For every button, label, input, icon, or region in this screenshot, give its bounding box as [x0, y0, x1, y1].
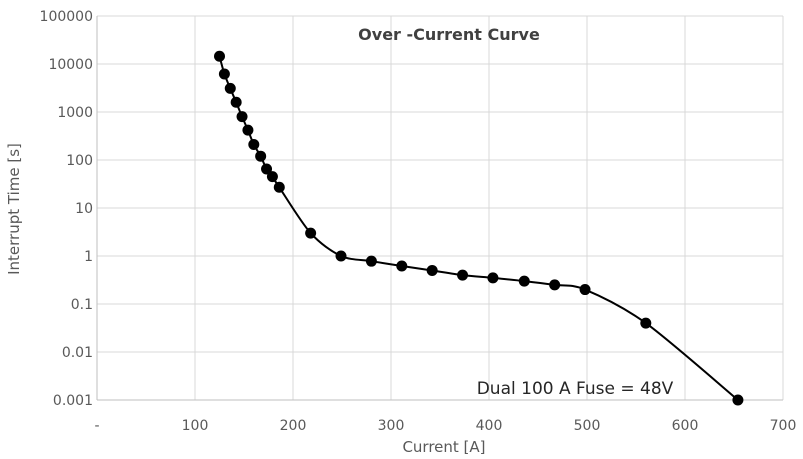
data-point: [266, 171, 278, 183]
x-tick-label: 700: [770, 418, 797, 434]
data-point: [549, 279, 561, 291]
data-point: [248, 139, 260, 151]
data-point: [224, 82, 236, 94]
series-line: [218, 55, 739, 401]
x-tick-label: 100: [182, 418, 209, 434]
y-tick-label: 1: [84, 249, 93, 265]
data-point: [273, 181, 285, 193]
data-point: [335, 250, 347, 262]
y-tick-label: 100000: [40, 9, 93, 25]
x-tick-label: 400: [476, 418, 503, 434]
y-tick-label: 10: [75, 201, 93, 217]
data-points: [214, 50, 744, 406]
y-tick-label: 10000: [48, 57, 93, 73]
axes: - 100 200 300 400 500 600 700 0.001 0.01 0.1 1 10 100…: [40, 9, 797, 434]
data-point: [218, 68, 230, 80]
y-tick-label: 0.001: [53, 393, 93, 409]
fuse-annotation: Dual 100 A Fuse = 48V: [477, 379, 674, 399]
data-point: [487, 272, 499, 284]
data-point: [236, 111, 248, 123]
data-point: [214, 50, 225, 62]
data-point: [396, 260, 408, 272]
data-point: [732, 394, 744, 406]
data-point: [242, 124, 254, 136]
x-tick-label: 500: [574, 418, 601, 434]
data-point: [579, 284, 591, 296]
x-tick-label: 600: [672, 418, 699, 434]
y-axis-title: Interrupt Time [s]: [5, 143, 23, 275]
data-point: [457, 269, 469, 281]
gridlines: [97, 15, 784, 400]
data-point: [426, 264, 438, 276]
series-line-layer: [218, 55, 739, 401]
data-point: [305, 227, 317, 239]
x-tick-label: 300: [378, 418, 405, 434]
x-tick-label: -: [94, 418, 99, 434]
y-tick-label: 0.1: [71, 297, 93, 313]
y-tick-label: 100: [66, 153, 93, 169]
x-axis-title: Current [A]: [402, 438, 485, 456]
data-point: [230, 96, 242, 108]
y-tick-label: 1000: [57, 105, 93, 121]
data-point: [640, 317, 652, 329]
data-point: [261, 163, 273, 175]
data-point: [518, 275, 530, 287]
chart-title: Over -Current Curve: [358, 25, 540, 44]
data-point: [365, 255, 377, 267]
y-tick-label: 0.01: [62, 345, 93, 361]
x-tick-label: 200: [280, 418, 307, 434]
data-point: [255, 150, 267, 162]
